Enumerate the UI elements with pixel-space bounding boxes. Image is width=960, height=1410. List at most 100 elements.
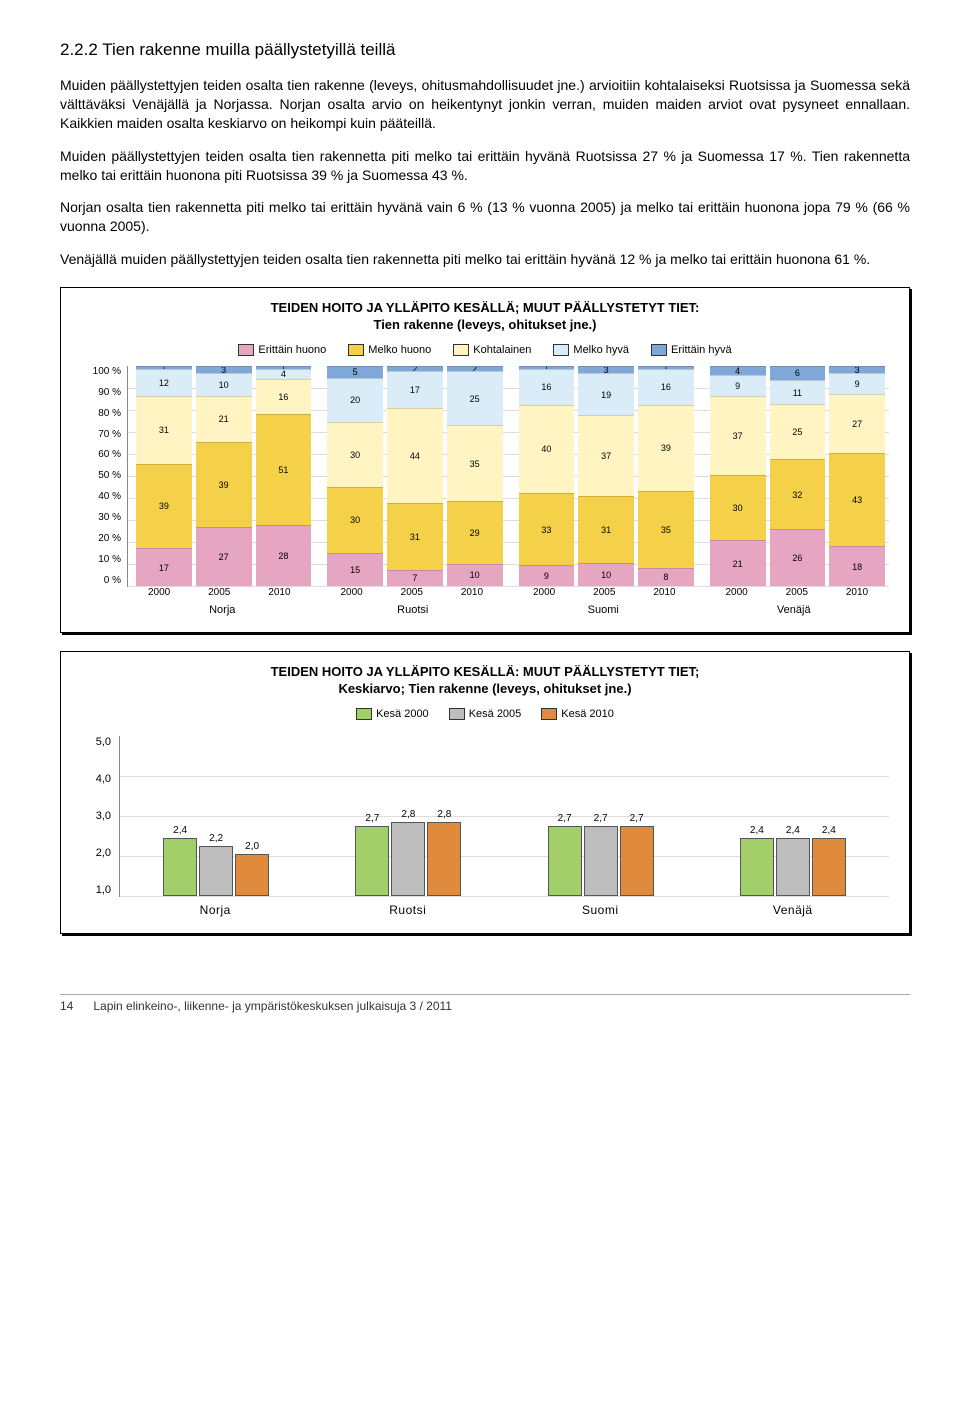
bar-segment: 40 [519, 405, 575, 493]
body-paragraph: Muiden päällystettyjen teiden osalta tie… [60, 76, 910, 133]
bar: 2,4 [812, 838, 846, 896]
chart-title: TEIDEN HOITO JA YLLÄPITO KESÄLLÄ; MUUT P… [81, 300, 889, 334]
bar-segment: 18 [829, 546, 885, 586]
legend-item: Melko huono [348, 344, 431, 356]
bar: 2,7 [355, 826, 389, 896]
bar-segment: 16 [638, 369, 694, 405]
bar-segment: 21 [196, 396, 252, 442]
bar-segment: 27 [829, 394, 885, 453]
chart-title: TEIDEN HOITO JA YLLÄPITO KESÄLLÄ: MUUT P… [81, 664, 889, 698]
footer-text: Lapin elinkeino-, liikenne- ja ympäristö… [93, 999, 452, 1013]
bar-segment: 10 [196, 373, 252, 396]
bar: 2,7 [548, 826, 582, 896]
page-number: 14 [60, 999, 90, 1013]
bars-area: 2,42,22,02,72,82,82,72,72,72,42,42,4 [119, 736, 889, 897]
stacked-bar: 103137193 [578, 366, 634, 586]
x-axis-groups: NorjaRuotsiSuomiVenäjä [119, 903, 889, 917]
bar-segment: 31 [387, 503, 443, 570]
body-paragraph: Norjan osalta tien rakennetta piti melko… [60, 198, 910, 236]
bar-segment: 31 [136, 396, 192, 464]
bar-segment: 30 [327, 487, 383, 553]
bar-segment: 4 [256, 369, 312, 379]
legend-item: Melko hyvä [553, 344, 629, 356]
legend-item: Kohtalainen [453, 344, 531, 356]
bar: 2,2 [199, 846, 233, 896]
bar-segment: 20 [327, 378, 383, 422]
bar: 2,0 [235, 854, 269, 896]
bar-segment: 26 [770, 529, 826, 586]
bar-segment: 27 [196, 527, 252, 586]
bar-segment: 25 [770, 404, 826, 459]
grouped-bar-chart: TEIDEN HOITO JA YLLÄPITO KESÄLLÄ: MUUT P… [60, 651, 910, 934]
bar-segment: 25 [447, 371, 503, 425]
stacked-bar: 173931121 [136, 366, 192, 586]
bars-area: 1739311212739211032851164115303020573144… [127, 366, 889, 587]
x-axis-years: 2000200520102000200520102000200520102000… [127, 587, 889, 598]
legend-item: Kesä 2000 [356, 708, 429, 720]
stacked-bar: 263225116 [770, 366, 826, 586]
x-axis-groups: NorjaRuotsiSuomiVenäjä [127, 604, 889, 616]
bar-segment: 37 [578, 415, 634, 496]
bar-segment: 7 [387, 570, 443, 586]
chart-legend: Erittäin huono Melko huono Kohtalainen Melk… [81, 344, 889, 356]
bar-group: 2,42,22,0 [120, 736, 312, 896]
bar-segment: 29 [447, 501, 503, 564]
legend-item: Kesä 2010 [541, 708, 614, 720]
body-paragraph: Venäjällä muiden päällystettyjen teiden … [60, 250, 910, 269]
bar: 2,4 [740, 838, 774, 896]
bar-segment: 3 [196, 366, 252, 373]
y-axis: 100 %90 %80 %70 %60 %50 %40 %30 %20 %10 … [81, 366, 127, 586]
bar-segment: 35 [638, 491, 694, 568]
bar-segment: 44 [387, 408, 443, 503]
bar-segment: 15 [327, 553, 383, 586]
bar: 2,4 [776, 838, 810, 896]
bar-segment: 32 [770, 459, 826, 529]
bar-segment: 28 [256, 525, 312, 586]
body-paragraph: Muiden päällystettyjen teiden osalta tie… [60, 147, 910, 185]
bar-segment: 9 [710, 375, 766, 395]
stacked-bar-chart: TEIDEN HOITO JA YLLÄPITO KESÄLLÄ; MUUT P… [60, 287, 910, 633]
bar: 2,7 [620, 826, 654, 896]
bar-segment: 16 [256, 379, 312, 414]
stacked-bar: 18432793 [829, 366, 885, 586]
bar-segment: 8 [638, 568, 694, 586]
stacked-bar: 83539161 [638, 366, 694, 586]
bar-segment: 17 [387, 371, 443, 408]
bar-segment: 9 [829, 373, 885, 393]
bar-segment: 5 [327, 366, 383, 378]
bar-group: 2,72,82,8 [312, 736, 504, 896]
stacked-bar: 153030205 [327, 366, 383, 586]
section-heading: 2.2.2 Tien rakenne muilla päällystetyill… [60, 40, 910, 60]
bar: 2,4 [163, 838, 197, 896]
bar-segment: 12 [136, 369, 192, 396]
bar-segment: 43 [829, 453, 885, 546]
stacked-bar: 102935252 [447, 366, 503, 586]
bar-segment: 37 [710, 396, 766, 476]
legend-item: Erittäin huono [238, 344, 326, 356]
bar-segment: 33 [519, 493, 575, 566]
bar-segment: 19 [578, 373, 634, 415]
bar-segment: 31 [578, 496, 634, 564]
bar-segment: 16 [519, 369, 575, 405]
chart-legend: Kesä 2000 Kesä 2005 Kesä 2010 [81, 708, 889, 720]
stacked-bar: 93340161 [519, 366, 575, 586]
page-footer: 14 Lapin elinkeino-, liikenne- ja ympäri… [60, 994, 910, 1013]
bar-segment: 6 [770, 366, 826, 380]
bar-segment: 10 [447, 564, 503, 586]
bar: 2,7 [584, 826, 618, 896]
legend-item: Erittäin hyvä [651, 344, 732, 356]
bar-segment: 10 [578, 563, 634, 586]
bar-segment: 51 [256, 414, 312, 525]
stacked-bar: 273921103 [196, 366, 252, 586]
bar-segment: 35 [447, 425, 503, 501]
legend-item: Kesä 2005 [449, 708, 522, 720]
bar-segment: 17 [136, 548, 192, 586]
bar-segment: 39 [196, 442, 252, 527]
bar-segment: 39 [638, 405, 694, 491]
y-axis: 5,04,03,02,01,0 [81, 736, 119, 896]
bar: 2,8 [427, 822, 461, 896]
stacked-bar: 73144172 [387, 366, 443, 586]
bar-group: 2,42,42,4 [697, 736, 889, 896]
bar-segment: 3 [829, 366, 885, 373]
stacked-bar: 28511641 [256, 366, 312, 586]
